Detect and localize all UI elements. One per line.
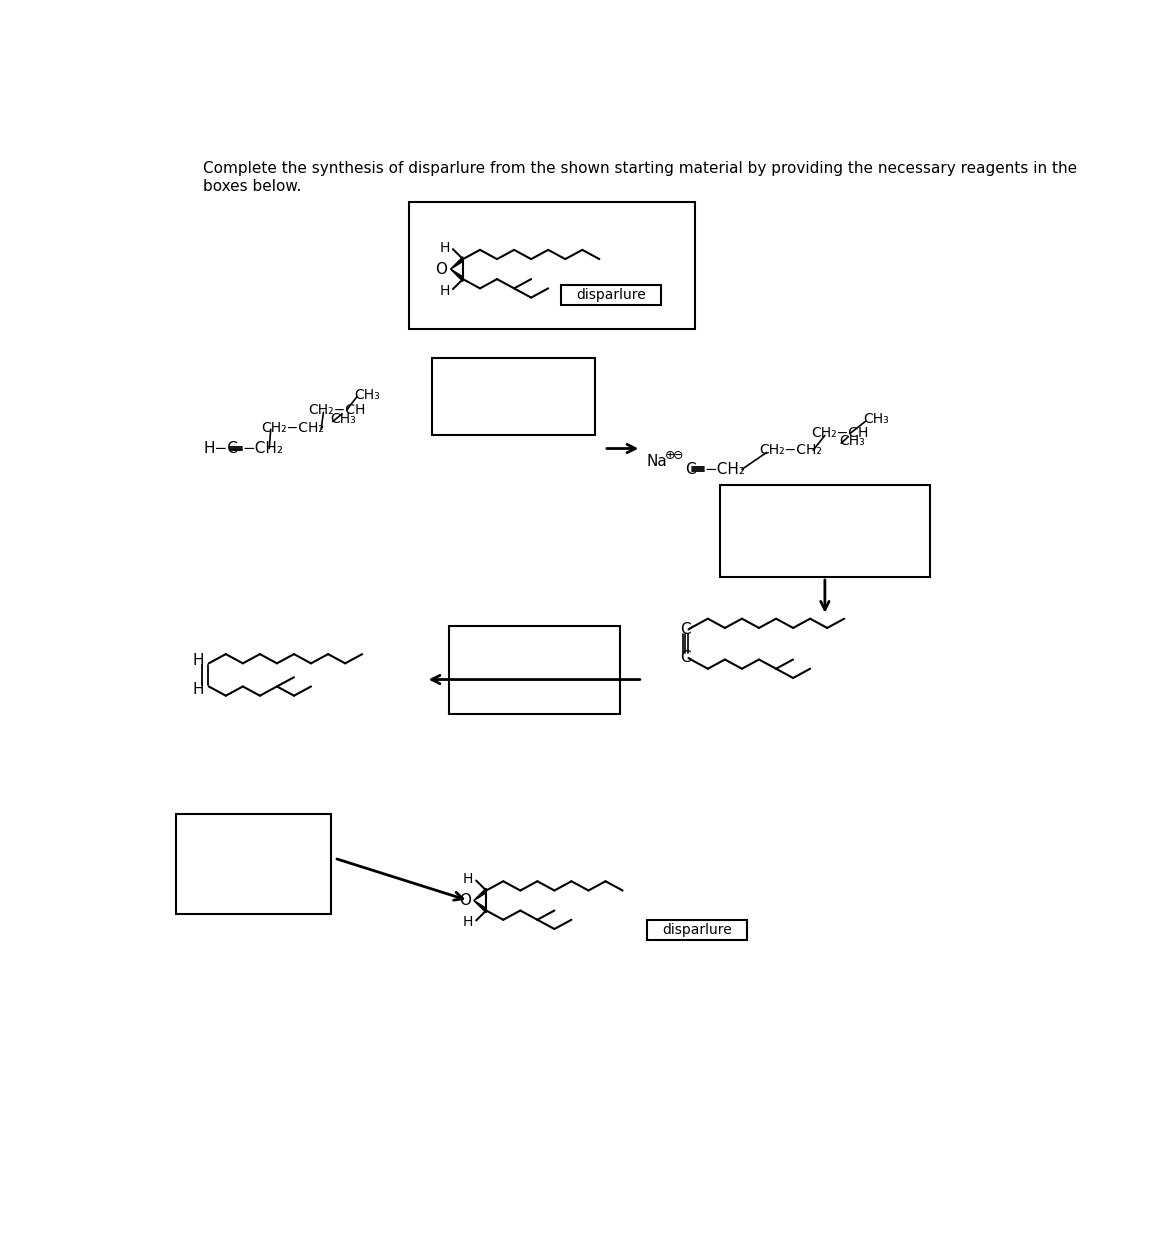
Text: C: C <box>686 462 696 477</box>
Polygon shape <box>451 270 463 282</box>
Text: CH₃: CH₃ <box>330 412 356 427</box>
Text: CH₃: CH₃ <box>355 388 380 402</box>
Bar <box>561 285 661 305</box>
Text: CH₂−CH₂: CH₂−CH₂ <box>262 421 324 434</box>
Text: CH₂−CH₂: CH₂−CH₂ <box>760 443 822 457</box>
Text: CH₃: CH₃ <box>863 412 889 427</box>
Bar <box>721 484 930 577</box>
Text: H: H <box>193 653 203 668</box>
Bar <box>432 358 595 434</box>
Text: C: C <box>680 650 690 665</box>
Text: H: H <box>463 915 473 929</box>
Text: CH₂−CH: CH₂−CH <box>811 426 869 441</box>
Bar <box>647 920 748 940</box>
Text: ⊕: ⊕ <box>666 449 676 462</box>
Bar <box>448 625 620 714</box>
Polygon shape <box>451 257 463 270</box>
Text: disparlure: disparlure <box>576 287 646 302</box>
Text: −CH₂: −CH₂ <box>704 462 745 477</box>
Text: −CH₂: −CH₂ <box>243 441 284 456</box>
Text: ⊖: ⊖ <box>673 449 683 462</box>
Text: H−C: H−C <box>203 441 238 456</box>
Bar <box>409 202 695 329</box>
Text: H: H <box>439 283 450 298</box>
Text: disparlure: disparlure <box>662 922 731 937</box>
Polygon shape <box>474 889 486 901</box>
Text: Na: Na <box>647 454 667 469</box>
Text: O: O <box>436 262 447 277</box>
Bar <box>176 814 331 914</box>
Text: CH₂−CH: CH₂−CH <box>308 403 365 417</box>
Text: H: H <box>439 241 450 255</box>
Text: CH₃: CH₃ <box>839 434 864 448</box>
Text: Complete the synthesis of disparlure from the shown starting material by providi: Complete the synthesis of disparlure fro… <box>203 161 1078 193</box>
Text: H: H <box>193 681 203 698</box>
Text: O: O <box>459 894 471 909</box>
Text: H: H <box>463 872 473 886</box>
Text: C: C <box>680 622 690 636</box>
Polygon shape <box>474 901 486 912</box>
